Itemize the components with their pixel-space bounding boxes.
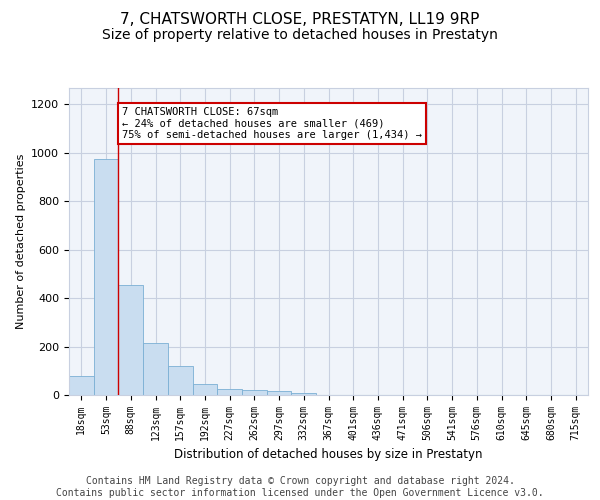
Bar	[193, 384, 217, 395]
Bar	[69, 376, 94, 395]
Text: 7 CHATSWORTH CLOSE: 67sqm
← 24% of detached houses are smaller (469)
75% of semi: 7 CHATSWORTH CLOSE: 67sqm ← 24% of detac…	[122, 107, 422, 140]
Bar	[242, 390, 267, 395]
X-axis label: Distribution of detached houses by size in Prestatyn: Distribution of detached houses by size …	[174, 448, 483, 462]
Y-axis label: Number of detached properties: Number of detached properties	[16, 154, 26, 329]
Bar	[94, 159, 118, 395]
Bar	[118, 285, 143, 395]
Bar	[267, 392, 292, 395]
Text: Contains HM Land Registry data © Crown copyright and database right 2024.
Contai: Contains HM Land Registry data © Crown c…	[56, 476, 544, 498]
Bar	[292, 392, 316, 395]
Bar	[143, 343, 168, 395]
Text: 7, CHATSWORTH CLOSE, PRESTATYN, LL19 9RP: 7, CHATSWORTH CLOSE, PRESTATYN, LL19 9RP	[121, 12, 479, 28]
Text: Size of property relative to detached houses in Prestatyn: Size of property relative to detached ho…	[102, 28, 498, 42]
Bar	[217, 389, 242, 395]
Bar	[168, 366, 193, 395]
